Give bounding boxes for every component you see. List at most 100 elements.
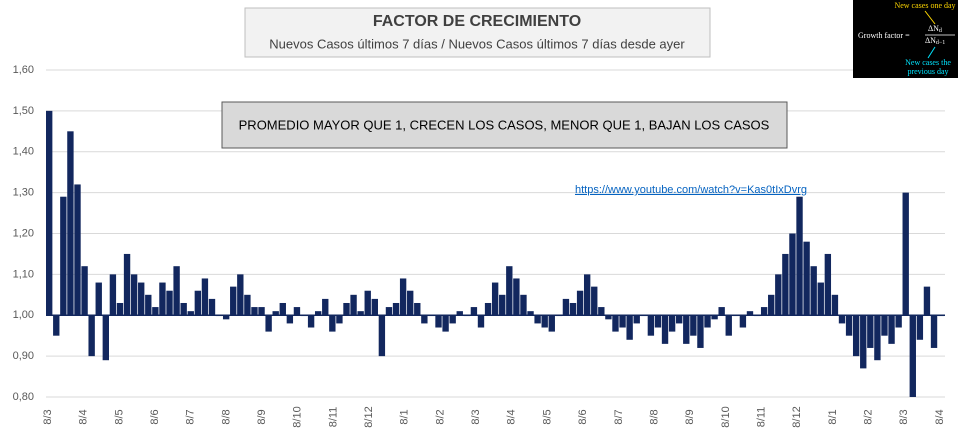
- bar: [421, 315, 428, 324]
- bar: [520, 294, 527, 316]
- note-text: PROMEDIO MAYOR QUE 1, CRECEN LOS CASOS, …: [239, 117, 770, 132]
- x-tick-label: 8/8: [648, 409, 660, 424]
- inset-label: Growth factor =: [858, 31, 910, 40]
- plot-area: 0,80 0,90 1,00 1,10 1,20 1,30 1,40 1,50 1,60 8/3 8…: [13, 64, 946, 428]
- bar: [789, 233, 796, 316]
- bar: [145, 294, 152, 316]
- bar: [53, 315, 60, 336]
- x-tick-label: 8/12: [363, 406, 375, 427]
- bar: [746, 311, 754, 316]
- den-sub: d−1: [936, 40, 945, 46]
- bar: [647, 315, 655, 336]
- y-tick-label: 1,20: [13, 227, 34, 239]
- bar: [690, 315, 697, 336]
- bar: [180, 302, 187, 316]
- bar: [654, 315, 662, 328]
- x-tick-label: 8/9: [684, 409, 696, 424]
- bar: [364, 290, 371, 316]
- bar: [619, 315, 626, 328]
- chart-title: FACTOR DE CRECIMIENTO: [373, 13, 581, 30]
- bar: [845, 315, 853, 336]
- bar: [307, 315, 315, 328]
- bar: [279, 302, 286, 316]
- bar: [123, 253, 131, 316]
- inset-bg: [853, 0, 958, 78]
- bar: [456, 311, 463, 316]
- bar: [173, 266, 180, 316]
- bar: [194, 290, 202, 316]
- x-tick-label: 8/1: [399, 409, 411, 424]
- bar: [583, 274, 591, 316]
- bar: [378, 315, 386, 357]
- bar: [336, 315, 343, 324]
- bar: [286, 315, 294, 324]
- x-tick-label: 8/6: [577, 409, 589, 424]
- x-tick-label: 8/5: [113, 409, 125, 424]
- bar: [909, 315, 916, 397]
- x-tick-label: 8/11: [756, 407, 768, 428]
- bar: [810, 266, 817, 316]
- bar: [272, 311, 279, 316]
- bar: [697, 315, 704, 348]
- bar: [513, 278, 520, 316]
- bar: [718, 307, 725, 316]
- inset-arrow: [924, 10, 936, 25]
- bar: [838, 315, 846, 324]
- bar: [881, 315, 888, 336]
- bar: [484, 302, 492, 316]
- bar: [683, 315, 690, 344]
- bar: [230, 286, 237, 316]
- link[interactable]: https://www.youtube.com/watch?v=Kas0tIxD…: [575, 184, 807, 196]
- y-tick-label: 1,40: [13, 146, 34, 158]
- bar: [81, 266, 88, 316]
- bar: [626, 315, 633, 340]
- bar: [598, 307, 605, 316]
- bar: [95, 282, 102, 316]
- inset-denominator: ΔNd−1: [925, 36, 945, 47]
- x-tick-label: 8/10: [292, 406, 304, 427]
- x-tick-label: 8/4: [934, 409, 946, 424]
- bar: [449, 315, 456, 324]
- bar: [860, 315, 867, 369]
- bar: [704, 315, 711, 328]
- inset-arrow-2: [927, 46, 936, 59]
- bar: [661, 315, 669, 344]
- inset: New cases one day Growth factor = ΔNd ΔN…: [853, 0, 958, 78]
- bar: [852, 315, 860, 357]
- bar: [166, 290, 173, 316]
- bar: [782, 253, 789, 316]
- bar: [725, 315, 732, 336]
- inset-bottom-1: New cases the: [905, 58, 951, 67]
- bar: [251, 307, 258, 316]
- x-tick-label: 8/4: [506, 409, 518, 424]
- bar: [109, 274, 117, 316]
- num-sub: d: [939, 28, 942, 34]
- bar: [442, 315, 449, 332]
- bar: [322, 298, 329, 316]
- bar: [562, 298, 570, 316]
- x-tick-label: 8/7: [613, 409, 625, 424]
- bar: [414, 302, 421, 316]
- bar: [237, 274, 244, 316]
- bar: [923, 286, 931, 316]
- bar: [527, 311, 534, 316]
- bar: [676, 315, 683, 324]
- bar: [222, 315, 230, 320]
- y-tick-label: 1,10: [13, 268, 34, 280]
- bar: [407, 290, 414, 316]
- bar: [711, 315, 718, 320]
- bar: [201, 278, 209, 316]
- bar: [831, 294, 839, 316]
- bar: [612, 315, 619, 332]
- bar: [633, 315, 640, 324]
- bar: [548, 315, 555, 332]
- x-tick-label: 8/2: [434, 409, 446, 424]
- bar: [138, 282, 145, 316]
- bar: [116, 302, 124, 316]
- bar: [739, 315, 747, 328]
- x-tick-label: 8/3: [898, 409, 910, 424]
- bar: [130, 274, 138, 316]
- x-tick-label: 8/3: [470, 409, 482, 424]
